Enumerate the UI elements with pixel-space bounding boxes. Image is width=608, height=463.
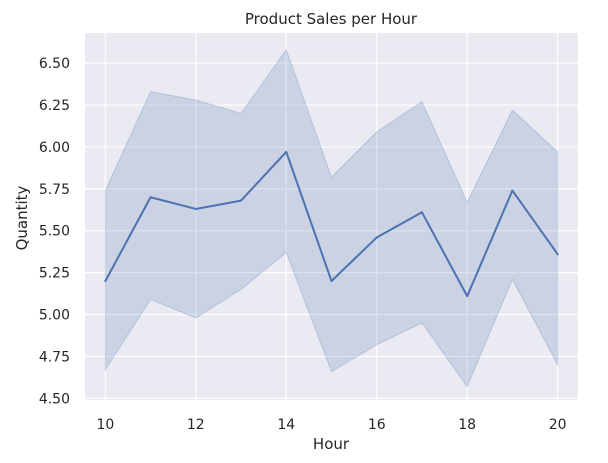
y-tick-label: 4.75 xyxy=(39,349,70,365)
y-tick-label: 5.75 xyxy=(39,182,70,198)
data-point xyxy=(511,189,514,192)
x-tick-label: 16 xyxy=(368,417,386,433)
data-point xyxy=(466,295,469,298)
x-tick-label: 14 xyxy=(277,417,295,433)
data-point xyxy=(420,211,423,214)
x-axis-ticks: 10 12 14 16 18 20 xyxy=(96,417,566,433)
plot-background xyxy=(85,33,578,400)
data-point xyxy=(330,280,333,283)
data-point xyxy=(556,253,559,256)
data-point xyxy=(104,280,107,283)
y-axis-label: Quantity xyxy=(13,185,31,250)
data-point xyxy=(375,236,378,239)
x-tick-label: 18 xyxy=(458,417,476,433)
data-point xyxy=(194,207,197,210)
y-tick-label: 5.00 xyxy=(39,308,70,324)
y-tick-label: 5.50 xyxy=(39,224,70,240)
data-point xyxy=(240,199,243,202)
y-tick-label: 6.50 xyxy=(39,56,70,72)
y-tick-label: 4.50 xyxy=(39,391,70,407)
confidence-band xyxy=(104,48,559,388)
x-tick-label: 12 xyxy=(187,417,205,433)
y-tick-label: 6.25 xyxy=(39,98,70,114)
chart-title: Product Sales per Hour xyxy=(245,10,418,28)
x-axis-label: Hour xyxy=(313,435,350,453)
data-point xyxy=(285,150,288,153)
y-tick-label: 5.25 xyxy=(39,266,70,282)
y-axis-ticks: 4.50 4.75 5.00 5.25 5.50 5.75 6.00 6.25 6.50 xyxy=(39,56,70,407)
x-tick-label: 20 xyxy=(549,417,567,433)
x-tick-label: 10 xyxy=(96,417,114,433)
y-tick-label: 6.00 xyxy=(39,140,70,156)
data-point xyxy=(149,196,152,199)
